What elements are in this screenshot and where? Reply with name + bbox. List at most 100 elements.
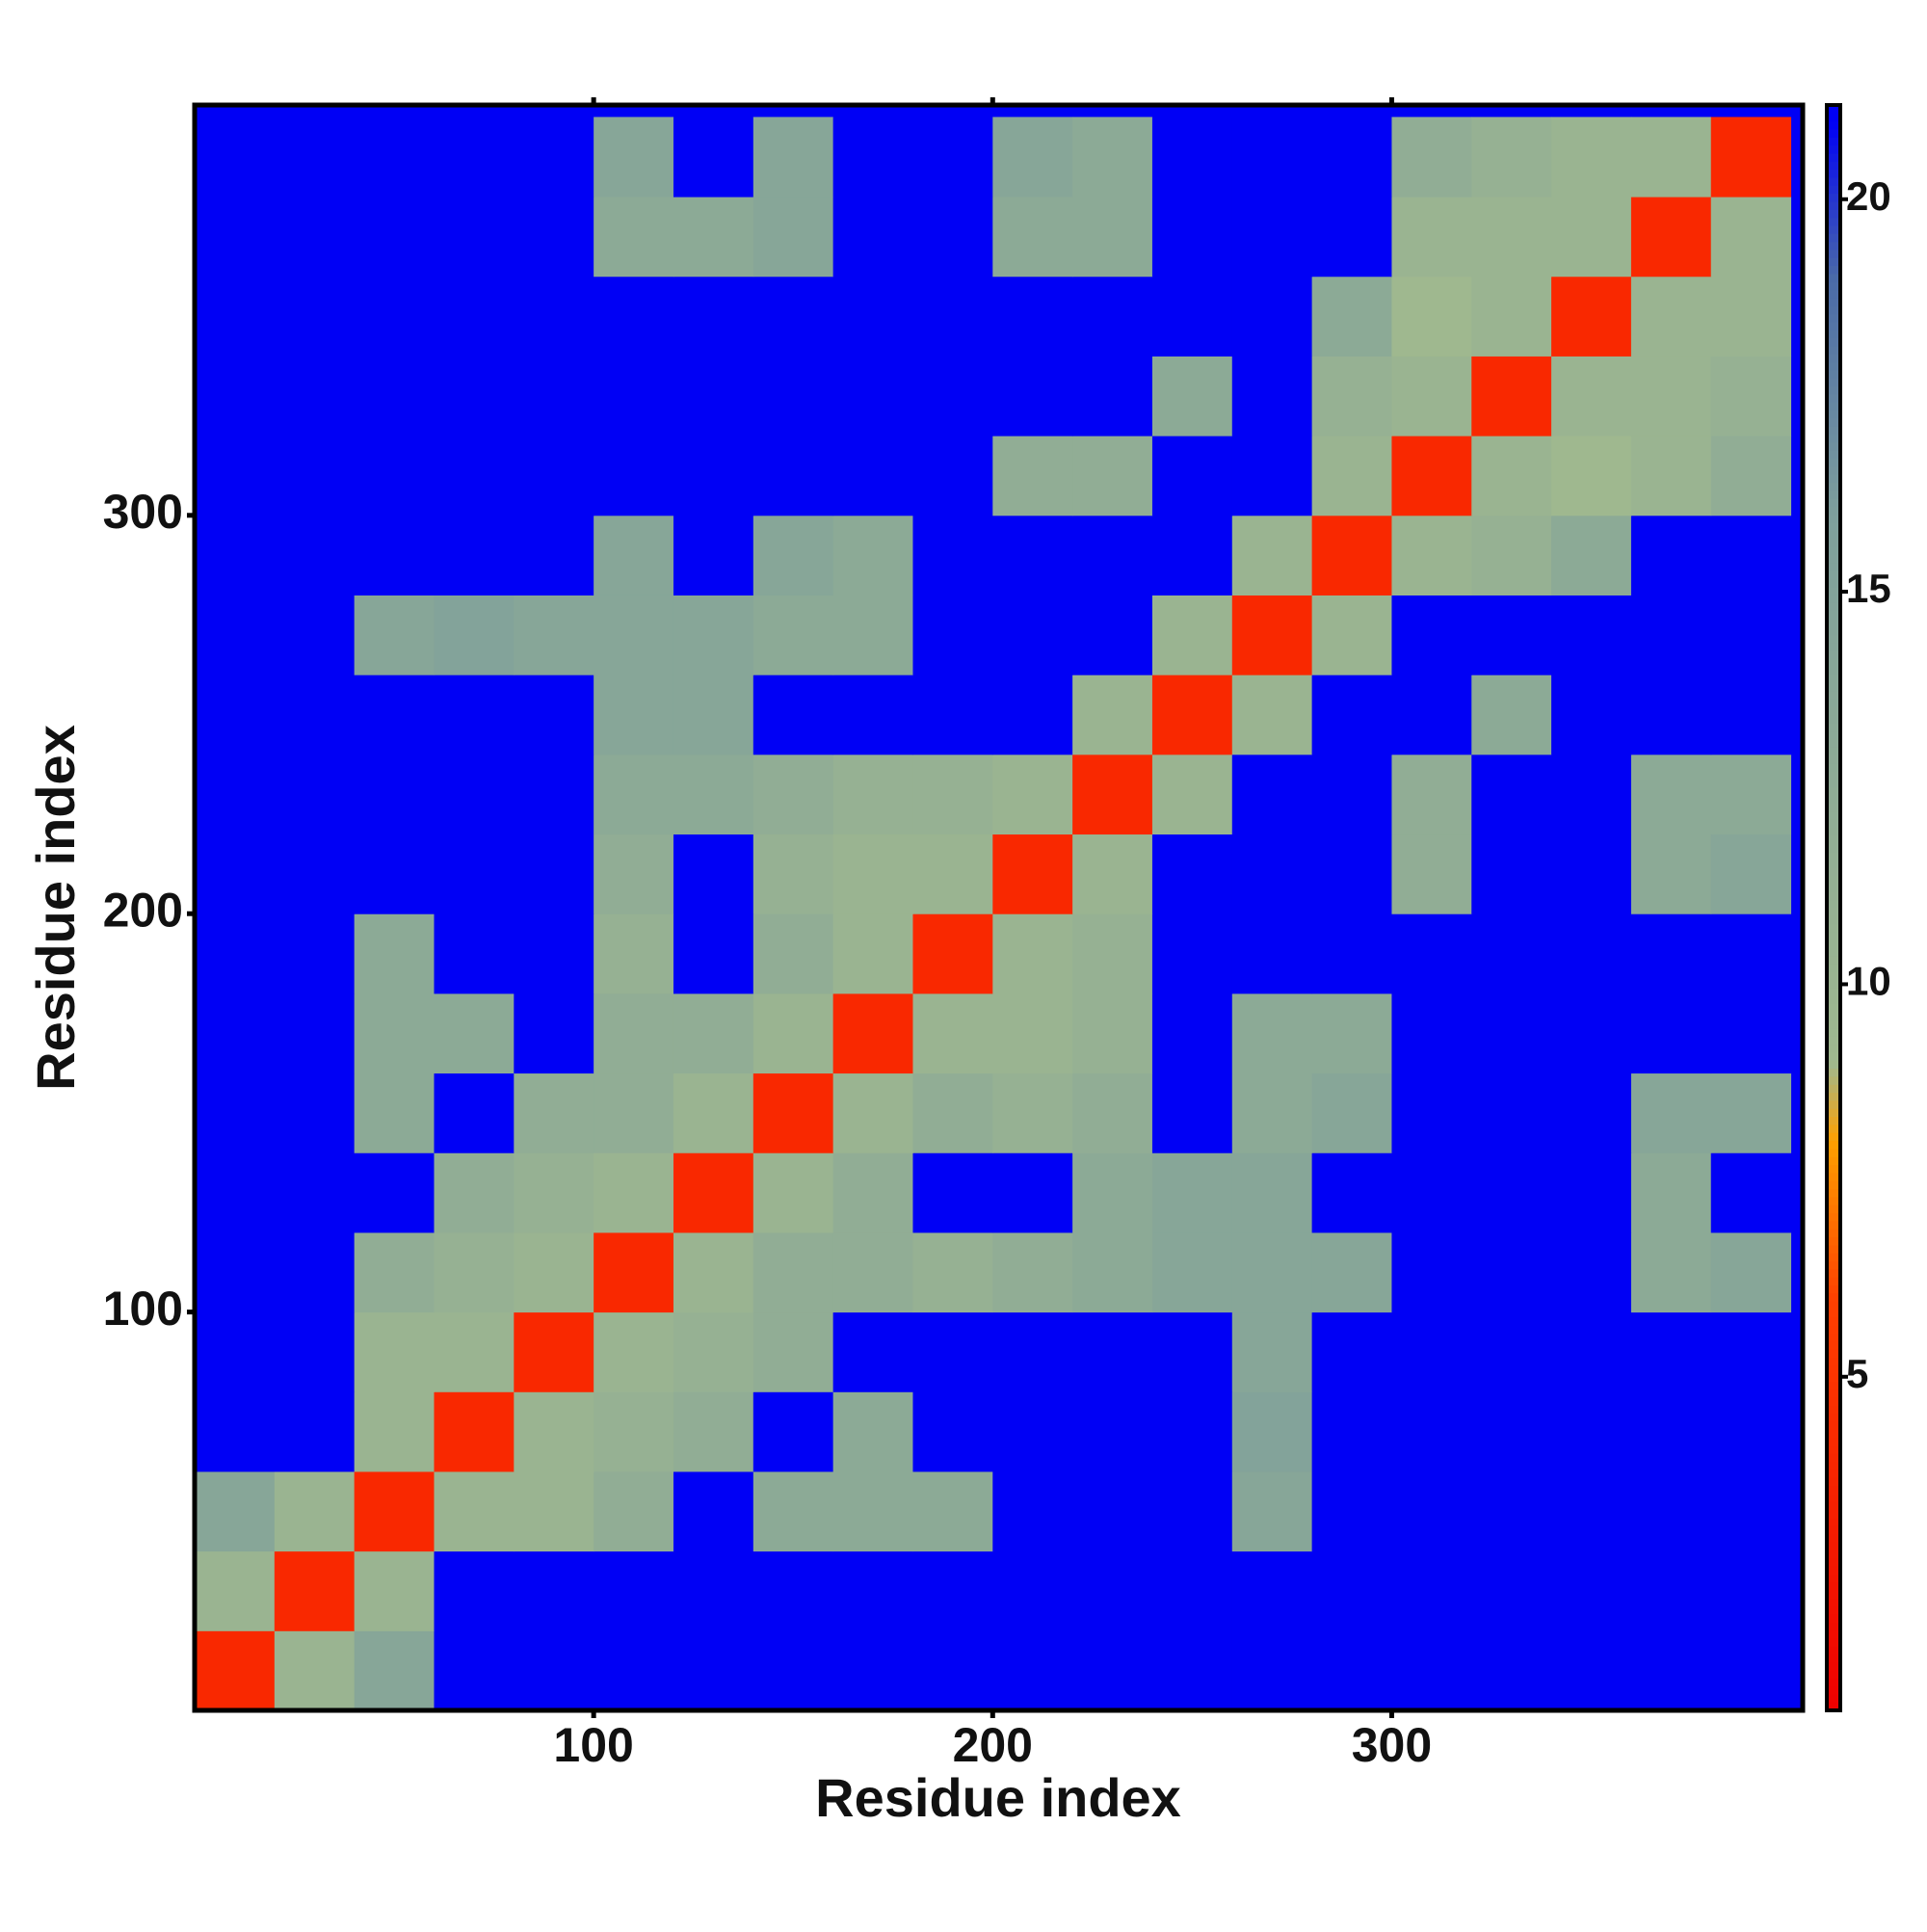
colorbar-segment [1827,313,1840,323]
colorbar-segment [1827,1566,1840,1575]
colorbar-segment [1827,931,1840,940]
heatmap-cell [832,754,913,835]
heatmap-cell [1311,1630,1392,1711]
colorbar-segment [1827,851,1840,860]
heatmap-cell [434,117,515,198]
heatmap-cell [1471,197,1552,278]
heatmap-cell [1551,117,1632,198]
colorbar-segment [1827,1421,1840,1430]
heatmap-cell [673,1630,754,1711]
heatmap-cell [274,1470,356,1552]
colorbar-segment [1827,1292,1840,1302]
heatmap-cell [594,913,674,994]
heatmap-cell [1072,992,1153,1074]
heatmap-cell [594,276,674,357]
heatmap-cell [1231,675,1313,755]
heatmap-cell [1311,834,1392,914]
colorbar-segment [1827,1629,1840,1639]
heatmap-cell [752,1311,834,1392]
heatmap-cell [1072,1550,1153,1631]
heatmap-cell [1710,1470,1792,1552]
colorbar-segment [1827,979,1840,989]
colorbar-tick-label: 20 [1846,173,1891,219]
heatmap-cell [1630,117,1712,198]
heatmap-cell [832,436,913,516]
colorbar-segment [1827,1389,1840,1398]
heatmap-cell [832,356,913,437]
heatmap-cell [434,595,515,675]
heatmap-cell [1231,913,1313,994]
heatmap-cell [1391,1152,1472,1233]
heatmap-cell [195,992,276,1074]
colorbar-segment [1827,1509,1840,1519]
heatmap-cell [354,197,435,278]
heatmap-cell [1471,1630,1552,1711]
heatmap-cell [832,1391,913,1472]
heatmap-cell [1231,1550,1313,1631]
heatmap-cell [514,436,594,516]
colorbar-segment [1827,754,1840,764]
colorbar-segment [1827,1364,1840,1374]
colorbar-segment [1827,1662,1840,1671]
colorbar-segment [1827,321,1840,331]
heatmap-cell [1311,1072,1392,1153]
colorbar-segment [1827,105,1840,114]
heatmap-cell [354,1470,435,1552]
heatmap-cell [1471,754,1552,835]
heatmap-cell [354,675,435,755]
heatmap-cell [1391,436,1472,516]
colorbar-segment [1827,120,1840,130]
colorbar-segment [1827,610,1840,620]
heatmap-cell [514,834,594,914]
heatmap-cell [1151,595,1233,675]
colorbar-segment [1827,875,1840,885]
heatmap-cell [832,1630,913,1711]
colorbar-segment [1827,169,1840,178]
colorbar-segment [1827,634,1840,644]
heatmap-cell [752,834,834,914]
colorbar-segment [1827,498,1840,507]
heatmap-cell [1151,1550,1233,1631]
heatmap-cell [1551,834,1632,914]
heatmap-cell [1151,1630,1233,1711]
heatmap-cell [1630,356,1712,437]
heatmap-cell [274,436,356,516]
colorbar-segment [1827,803,1840,812]
heatmap-cell [1630,1152,1712,1233]
heatmap-cell [1311,197,1392,278]
heatmap-cell [752,913,834,994]
heatmap-cell [992,1550,1073,1631]
colorbar-segment [1827,152,1840,162]
colorbar-segment [1827,297,1840,306]
heatmap-cell [1710,197,1792,278]
heatmap-cell [912,992,993,1074]
heatmap-cell [992,754,1073,835]
heatmap-cell [1231,436,1313,516]
colorbar-segment [1827,1574,1840,1583]
colorbar-segment [1827,273,1840,282]
heatmap-cell [354,1550,435,1631]
heatmap-cell [274,913,356,994]
heatmap-cell [514,1550,594,1631]
colorbar-segment [1827,554,1840,564]
heatmap-cell [1391,276,1472,357]
heatmap-cell [434,197,515,278]
colorbar-segment [1827,1357,1840,1366]
colorbar-tick-label: 5 [1846,1351,1868,1396]
heatmap-cell [514,992,594,1074]
heatmap-cell [1630,276,1712,357]
heatmap-cell [1630,754,1712,835]
heatmap-cell [1151,754,1233,835]
colorbar-segment [1827,337,1840,347]
heatmap-cell [1151,197,1233,278]
colorbar-segment [1827,345,1840,355]
colorbar-segment [1827,305,1840,315]
heatmap-cell [832,1470,913,1552]
colorbar-tick-label: 10 [1846,959,1891,1004]
heatmap-cell [673,913,754,994]
heatmap-cell [1151,276,1233,357]
heatmap-cell [434,913,515,994]
heatmap-cell [992,595,1073,675]
heatmap-cell [832,913,913,994]
heatmap-cell [1311,436,1392,516]
